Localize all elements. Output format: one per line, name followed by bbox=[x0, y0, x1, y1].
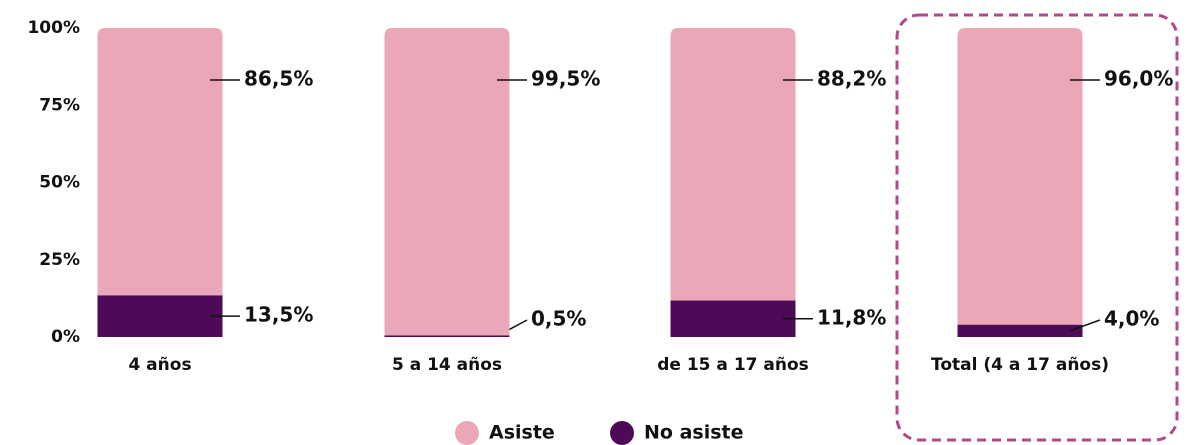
x-tick-label: 4 años bbox=[128, 355, 191, 375]
data-label: 0,5% bbox=[531, 307, 586, 331]
legend-label: No asiste bbox=[644, 422, 744, 444]
bar-segment bbox=[97, 28, 223, 296]
x-tick-label: de 15 a 17 años bbox=[657, 355, 809, 375]
y-tick-label: 75% bbox=[39, 95, 80, 115]
bar-segment bbox=[670, 300, 796, 337]
data-label: 11,8% bbox=[817, 305, 886, 329]
data-label: 13,5% bbox=[244, 303, 313, 327]
data-label: 4,0% bbox=[1104, 307, 1159, 331]
y-tick-label: 50% bbox=[39, 173, 80, 193]
bar-segment bbox=[384, 335, 510, 337]
data-label: 86,5% bbox=[244, 67, 313, 91]
y-tick-label: 25% bbox=[39, 250, 80, 270]
data-label: 96,0% bbox=[1104, 67, 1173, 91]
highlight-box bbox=[895, 13, 1179, 442]
bar-segment bbox=[670, 28, 796, 301]
bar-segment bbox=[957, 28, 1083, 325]
legend-label: Asiste bbox=[489, 422, 555, 444]
x-tick-label: Total (4 a 17 años) bbox=[931, 355, 1109, 375]
x-tick-label: 5 a 14 años bbox=[392, 355, 502, 375]
legend-swatch bbox=[610, 421, 634, 445]
bar-segment bbox=[957, 324, 1083, 337]
leader-line bbox=[1069, 319, 1101, 332]
bar-segment bbox=[97, 295, 223, 337]
legend-swatch bbox=[455, 421, 479, 445]
data-label: 99,5% bbox=[531, 67, 600, 91]
bar-segment bbox=[384, 28, 510, 336]
y-tick-label: 100% bbox=[27, 18, 80, 38]
y-tick-label: 0% bbox=[51, 327, 80, 347]
data-label: 88,2% bbox=[817, 67, 886, 91]
